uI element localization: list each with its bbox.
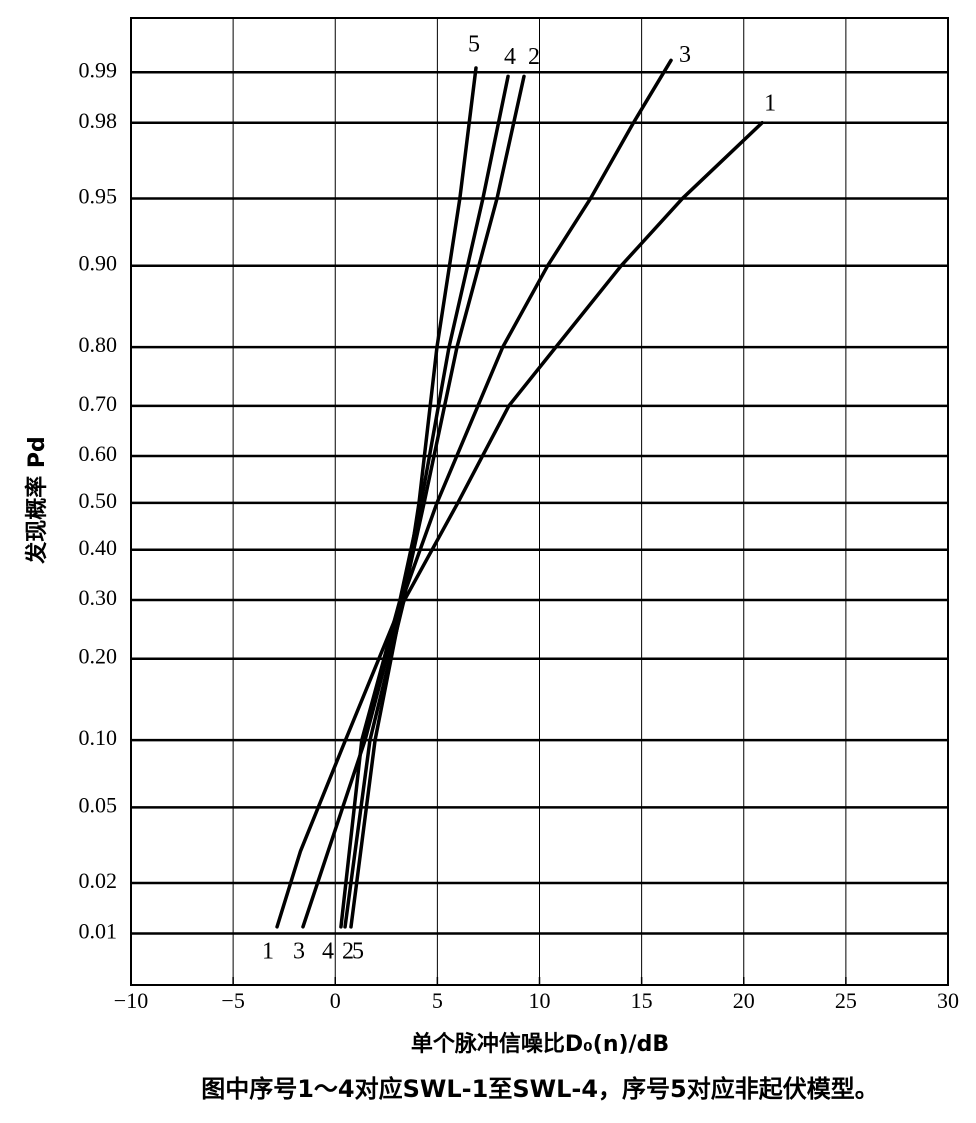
curve-label: 3 xyxy=(679,42,691,68)
x-tick-label: 20 xyxy=(733,988,755,1013)
x-tick-label: 5 xyxy=(432,988,443,1013)
curve xyxy=(343,66,478,929)
x-axis-label: 单个脉冲信噪比D₀(n)/dB xyxy=(411,1031,669,1057)
y-tick-label: 0.98 xyxy=(79,108,118,133)
x-tick-label: 30 xyxy=(937,988,959,1013)
y-tick-label: 0.50 xyxy=(79,488,118,513)
y-tick-label: 0.01 xyxy=(79,919,118,944)
y-axis-label: 发现概率 Pd xyxy=(24,436,50,565)
curve xyxy=(349,74,526,929)
y-tick-label: 0.60 xyxy=(79,441,118,466)
y-tick-label: 0.40 xyxy=(79,535,118,560)
curve-label: 2 xyxy=(342,938,354,964)
x-tick-label: 0 xyxy=(330,988,341,1013)
plot-frame xyxy=(130,17,949,986)
y-tick-label: 0.30 xyxy=(79,585,118,610)
y-tick-label: 0.90 xyxy=(79,251,118,276)
curve-label: 2 xyxy=(528,44,540,70)
curve-label: 5 xyxy=(468,32,480,58)
x-tick-label: −5 xyxy=(221,988,244,1013)
curve xyxy=(301,58,673,929)
y-tick-label: 0.99 xyxy=(79,57,118,82)
y-tick-label: 0.80 xyxy=(79,332,118,357)
x-tick-label: −10 xyxy=(114,988,148,1013)
curve-label: 4 xyxy=(504,44,516,70)
curve-label: 3 xyxy=(293,938,305,964)
y-tick-label: 0.20 xyxy=(79,644,118,669)
curve-label: 1 xyxy=(262,938,274,964)
caption: 图中序号1～4对应SWL-1至SWL-4，序号5对应非起伏模型。 xyxy=(201,1075,879,1103)
y-tick-label: 0.02 xyxy=(79,868,118,893)
curve-label: 1 xyxy=(764,90,776,116)
x-tick-label: 10 xyxy=(529,988,551,1013)
y-tick-label: 0.70 xyxy=(79,391,118,416)
y-tick-label: 0.05 xyxy=(79,792,118,817)
curve-label: 4 xyxy=(322,938,334,964)
x-tick-label: 25 xyxy=(835,988,857,1013)
x-tick-label: 15 xyxy=(631,988,653,1013)
y-tick-label: 0.95 xyxy=(79,183,118,208)
curve xyxy=(339,74,510,929)
curve-label: 5 xyxy=(352,938,364,964)
curve xyxy=(275,121,764,929)
y-tick-label: 0.10 xyxy=(79,725,118,750)
